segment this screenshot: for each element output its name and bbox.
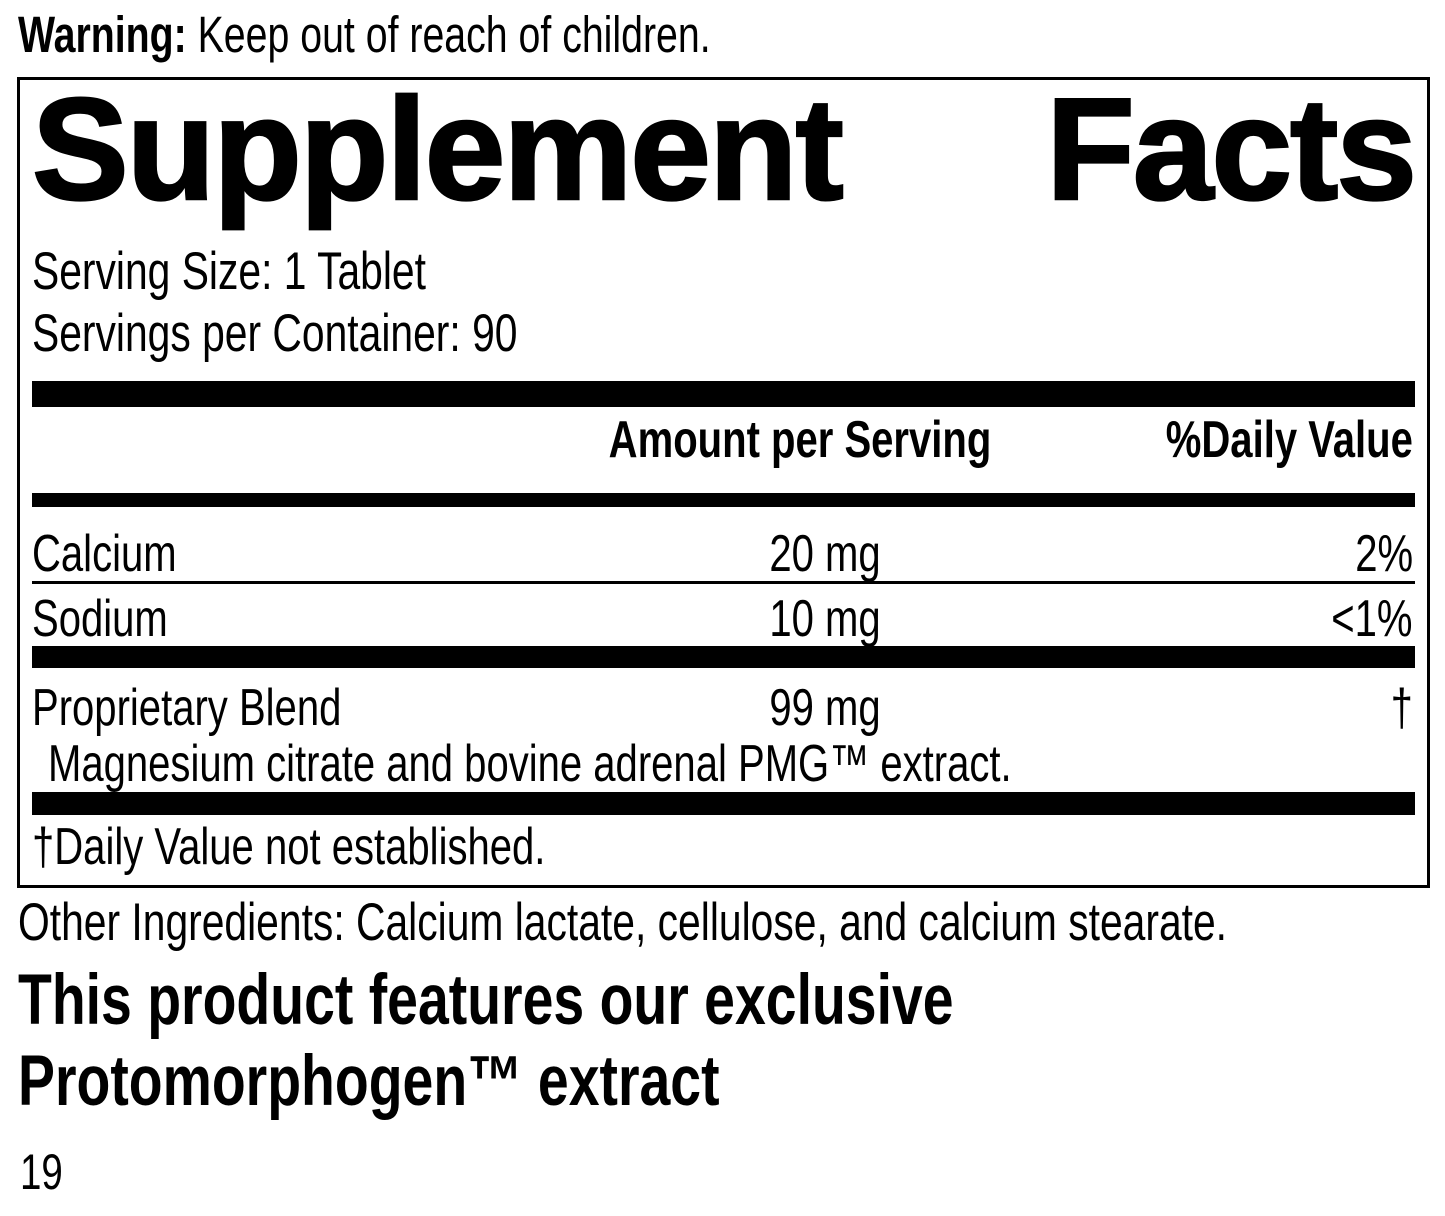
nutrient-name: Proprietary Blend: [32, 679, 342, 737]
other-ingredients-line: Other Ingredients: Calcium lactate, cell…: [18, 893, 1228, 952]
daily-value-footnote: †Daily Value not established.: [32, 818, 546, 876]
nutrient-daily-value-dagger: †: [1390, 679, 1413, 737]
panel-title-word-2: Facts: [1045, 68, 1418, 230]
nutrient-name: Sodium: [32, 590, 168, 648]
thick-divider-bottom: [32, 792, 1415, 815]
servings-per-container-text: Servings per Container: 90: [32, 304, 518, 363]
panel-title-word-1: Supplement: [31, 68, 845, 230]
nutrient-amount: 20 mg: [769, 525, 881, 583]
supplement-facts-panel: Supplement Facts Serving Size: 1 Tablet …: [17, 68, 1430, 888]
nutrient-daily-value: <1%: [1331, 590, 1413, 648]
warning-label: Warning:: [18, 6, 187, 63]
nutrient-amount: 10 mg: [769, 590, 881, 648]
warning-text-wrap: Warning: Keep out of reach of children.: [18, 6, 711, 64]
feature-statement: This product features our exclusive Prot…: [18, 960, 1217, 1122]
warning-line: Warning: Keep out of reach of children.: [18, 6, 918, 64]
nutrient-name: Calcium: [32, 525, 177, 583]
feature-statement-line-2: Protomorphogen™ extract: [18, 1042, 720, 1121]
serving-size-line: Serving Size: 1 Tablet: [32, 242, 544, 302]
feature-statement-line-1: This product features our exclusive: [18, 961, 954, 1040]
panel-title: Supplement Facts: [31, 68, 1418, 230]
servings-per-container-line: Servings per Container: 90: [32, 304, 662, 364]
column-header-amount: Amount per Serving: [608, 411, 992, 469]
nutrient-row-calcium: Calcium 20 mg 2%: [32, 507, 1413, 580]
nutrient-daily-value: 2%: [1355, 525, 1413, 583]
thick-divider-header: [32, 493, 1415, 507]
nutrient-row-sodium: Sodium 10 mg <1%: [32, 585, 1413, 645]
column-header-daily-value: %Daily Value: [1165, 411, 1413, 469]
warning-message: Keep out of reach of children.: [186, 6, 711, 63]
serving-size-text: Serving Size: 1 Tablet: [32, 242, 426, 301]
nutrient-amount: 99 mg: [769, 679, 881, 737]
thin-divider: [32, 581, 1415, 584]
nutrient-row-proprietary-blend: Proprietary Blend 99 mg †: [32, 668, 1413, 734]
page-number: 19: [20, 1144, 63, 1200]
thick-divider-top: [32, 381, 1415, 407]
thick-divider-middle: [32, 646, 1415, 668]
column-header-row: Amount per Serving %Daily Value: [32, 411, 1413, 472]
proprietary-blend-description: Magnesium citrate and bovine adrenal PMG…: [48, 735, 1012, 793]
